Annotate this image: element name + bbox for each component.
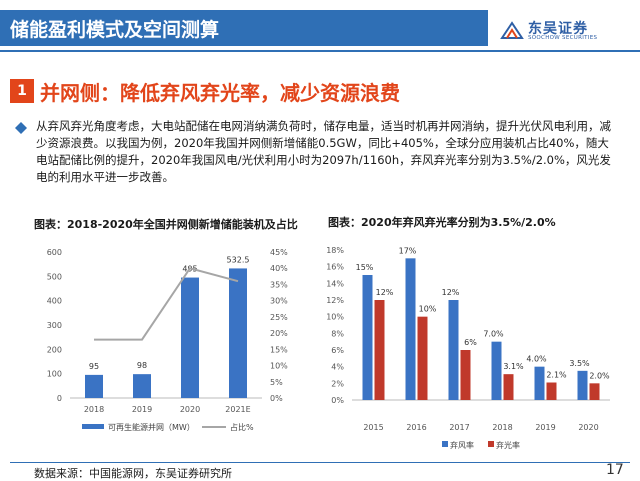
legend-label-bar: 可再生能源并网（MW） bbox=[108, 422, 195, 432]
legend-label: 弃光率 bbox=[496, 440, 520, 450]
bar bbox=[133, 374, 151, 398]
y-tick-label: 0% bbox=[331, 396, 344, 405]
y-left-tick-label: 600 bbox=[47, 248, 62, 257]
y-right-tick-label: 10% bbox=[270, 362, 288, 371]
y-left-tick-label: 300 bbox=[47, 321, 62, 330]
x-tick-label: 2020 bbox=[180, 405, 200, 414]
header-rule bbox=[0, 50, 640, 52]
section-heading: 1 并网侧：降低弃风弃光率，减少资源浪费 bbox=[10, 77, 630, 105]
y-tick-label: 10% bbox=[326, 313, 344, 322]
bar-wind bbox=[534, 366, 545, 400]
y-tick-label: 6% bbox=[331, 346, 344, 355]
page-number: 17 bbox=[606, 462, 624, 478]
bar-wind bbox=[577, 370, 588, 400]
bar-wind bbox=[362, 275, 373, 400]
bar-data-label: 4.0% bbox=[526, 355, 547, 364]
bar-data-label: 7.0% bbox=[483, 330, 504, 339]
y-right-tick-label: 45% bbox=[270, 248, 288, 257]
bar-data-label: 95 bbox=[89, 362, 99, 371]
legend-swatch-bar bbox=[82, 424, 104, 429]
page-title: 储能盈利模式及空间测算 bbox=[10, 19, 220, 41]
legend-label-line: 占比% bbox=[230, 422, 254, 432]
legend-swatch bbox=[442, 441, 448, 447]
y-right-tick-label: 0% bbox=[270, 394, 283, 403]
chart1-title: 图表：2018-2020年全国并网侧新增储能装机及占比 bbox=[34, 218, 298, 231]
x-tick-label: 2019 bbox=[535, 423, 555, 432]
logo-mark-icon bbox=[500, 20, 524, 42]
header: 储能盈利模式及空间测算 东吴证券 SOOCHOW SECURITIES bbox=[0, 0, 640, 50]
x-tick-label: 2015 bbox=[363, 423, 383, 432]
y-left-tick-label: 0 bbox=[57, 394, 62, 403]
bar-data-label: 17% bbox=[399, 246, 417, 255]
brand-logo: 东吴证券 SOOCHOW SECURITIES bbox=[500, 18, 630, 46]
y-right-tick-label: 15% bbox=[270, 345, 288, 354]
legend-swatch bbox=[488, 441, 494, 447]
body-paragraph: 从弃风弃光角度考虑，大电站配储在电网消纳满负荷时，储存电量，适当时机再并网消纳，… bbox=[36, 119, 611, 184]
bar-solar bbox=[374, 300, 385, 400]
bar-data-label: 98 bbox=[137, 361, 147, 370]
bar-wind bbox=[405, 258, 416, 400]
bar-data-label: 12% bbox=[376, 288, 394, 297]
x-tick-label: 2020 bbox=[578, 423, 598, 432]
x-tick-label: 2016 bbox=[406, 423, 426, 432]
y-right-tick-label: 40% bbox=[270, 264, 288, 273]
y-right-tick-label: 25% bbox=[270, 313, 288, 322]
y-tick-label: 18% bbox=[326, 246, 344, 255]
y-left-tick-label: 500 bbox=[47, 272, 62, 281]
y-left-tick-label: 200 bbox=[47, 345, 62, 354]
y-left-tick-label: 100 bbox=[47, 370, 62, 379]
logo-name-en: SOOCHOW SECURITIES bbox=[528, 35, 598, 41]
bar-data-label: 15% bbox=[356, 263, 374, 272]
bar-data-label: 10% bbox=[419, 305, 437, 314]
y-tick-label: 12% bbox=[326, 296, 344, 305]
x-tick-label: 2017 bbox=[449, 423, 469, 432]
y-right-tick-label: 20% bbox=[270, 329, 288, 338]
bar-wind bbox=[448, 300, 459, 400]
diamond-bullet-icon bbox=[15, 122, 27, 134]
chart2-title: 图表：2020年弃风弃光率分别为3.5%/2.0% bbox=[328, 216, 556, 229]
bar-wind bbox=[491, 341, 502, 400]
footer-rule bbox=[10, 462, 630, 463]
y-tick-label: 2% bbox=[331, 379, 344, 388]
chart2-curtailment: 0% 2% 4% 6% 8% 10% 12% 14% 16% 18% 15% 12% 2015 17% 10… bbox=[326, 246, 610, 450]
x-tick-label: 2018 bbox=[492, 423, 512, 432]
section-number: 1 bbox=[10, 79, 34, 103]
bar-solar bbox=[417, 316, 428, 400]
bar-solar bbox=[503, 374, 514, 400]
y-tick-label: 16% bbox=[326, 263, 344, 272]
line-series-share bbox=[94, 267, 239, 341]
bar bbox=[85, 374, 103, 398]
bar-solar bbox=[546, 382, 557, 400]
footer-source: 数据来源：中国能源网，东吴证券研究所 bbox=[34, 467, 232, 480]
y-right-tick-label: 5% bbox=[270, 378, 283, 387]
logo-name-cn: 东吴证券 bbox=[528, 21, 588, 37]
bar-data-label: 3.1% bbox=[503, 362, 524, 371]
bar bbox=[181, 277, 199, 398]
legend-label: 弃风率 bbox=[450, 440, 474, 450]
bar-data-label: 3.5% bbox=[569, 359, 590, 368]
x-tick-label: 2018 bbox=[84, 405, 104, 414]
bar-data-label: 532.5 bbox=[227, 255, 250, 264]
y-tick-label: 4% bbox=[331, 363, 344, 372]
bar bbox=[229, 268, 247, 398]
bar-data-label: 2.1% bbox=[546, 371, 567, 380]
x-tick-label: 2019 bbox=[132, 405, 152, 414]
y-right-tick-label: 35% bbox=[270, 280, 288, 289]
x-tick-label: 2021E bbox=[225, 405, 250, 414]
y-left-tick-label: 400 bbox=[47, 297, 62, 306]
bar-data-label: 6% bbox=[464, 338, 477, 347]
y-right-tick-label: 30% bbox=[270, 297, 288, 306]
bar-data-label: 12% bbox=[442, 288, 460, 297]
section-title: 并网侧：降低弃风弃光率，减少资源浪费 bbox=[40, 81, 400, 105]
y-tick-label: 14% bbox=[326, 279, 344, 288]
bar-data-label: 2.0% bbox=[589, 371, 610, 380]
bar-solar bbox=[460, 350, 471, 400]
chart1-installations: 0 100 200 300 400 500 600 0% 5% 10% 15% 20% 25% 30% 35… bbox=[47, 248, 288, 432]
y-tick-label: 8% bbox=[331, 329, 344, 338]
bar-solar bbox=[589, 383, 600, 400]
title-banner bbox=[0, 10, 488, 46]
